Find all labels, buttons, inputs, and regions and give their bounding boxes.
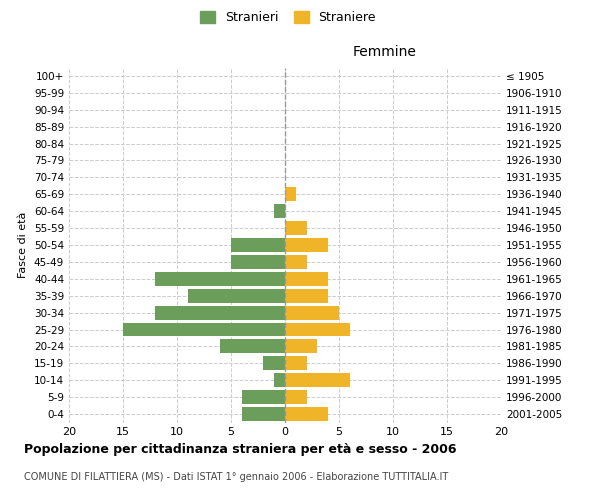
Bar: [220, 340, 285, 353]
Text: COMUNE DI FILATTIERA (MS) - Dati ISTAT 1° gennaio 2006 - Elaborazione TUTTITALIA: COMUNE DI FILATTIERA (MS) - Dati ISTAT 1…: [24, 472, 448, 482]
Bar: [285, 221, 307, 235]
Bar: [155, 306, 285, 320]
Bar: [285, 272, 328, 285]
Bar: [155, 272, 285, 285]
Bar: [274, 374, 285, 387]
Bar: [231, 238, 285, 252]
Bar: [285, 188, 296, 201]
Bar: [285, 340, 317, 353]
Bar: [123, 322, 285, 336]
Bar: [285, 322, 350, 336]
Bar: [285, 289, 328, 302]
Text: Femmine: Femmine: [352, 44, 416, 59]
Text: Popolazione per cittadinanza straniera per età e sesso - 2006: Popolazione per cittadinanza straniera p…: [24, 442, 457, 456]
Bar: [285, 255, 307, 269]
Y-axis label: Fasce di età: Fasce di età: [19, 212, 28, 278]
Bar: [242, 390, 285, 404]
Bar: [231, 255, 285, 269]
Bar: [285, 390, 307, 404]
Bar: [274, 204, 285, 218]
Bar: [285, 238, 328, 252]
Bar: [188, 289, 285, 302]
Bar: [263, 356, 285, 370]
Bar: [285, 356, 307, 370]
Bar: [242, 407, 285, 421]
Bar: [285, 374, 350, 387]
Legend: Stranieri, Straniere: Stranieri, Straniere: [195, 6, 381, 29]
Bar: [285, 407, 328, 421]
Bar: [285, 306, 339, 320]
